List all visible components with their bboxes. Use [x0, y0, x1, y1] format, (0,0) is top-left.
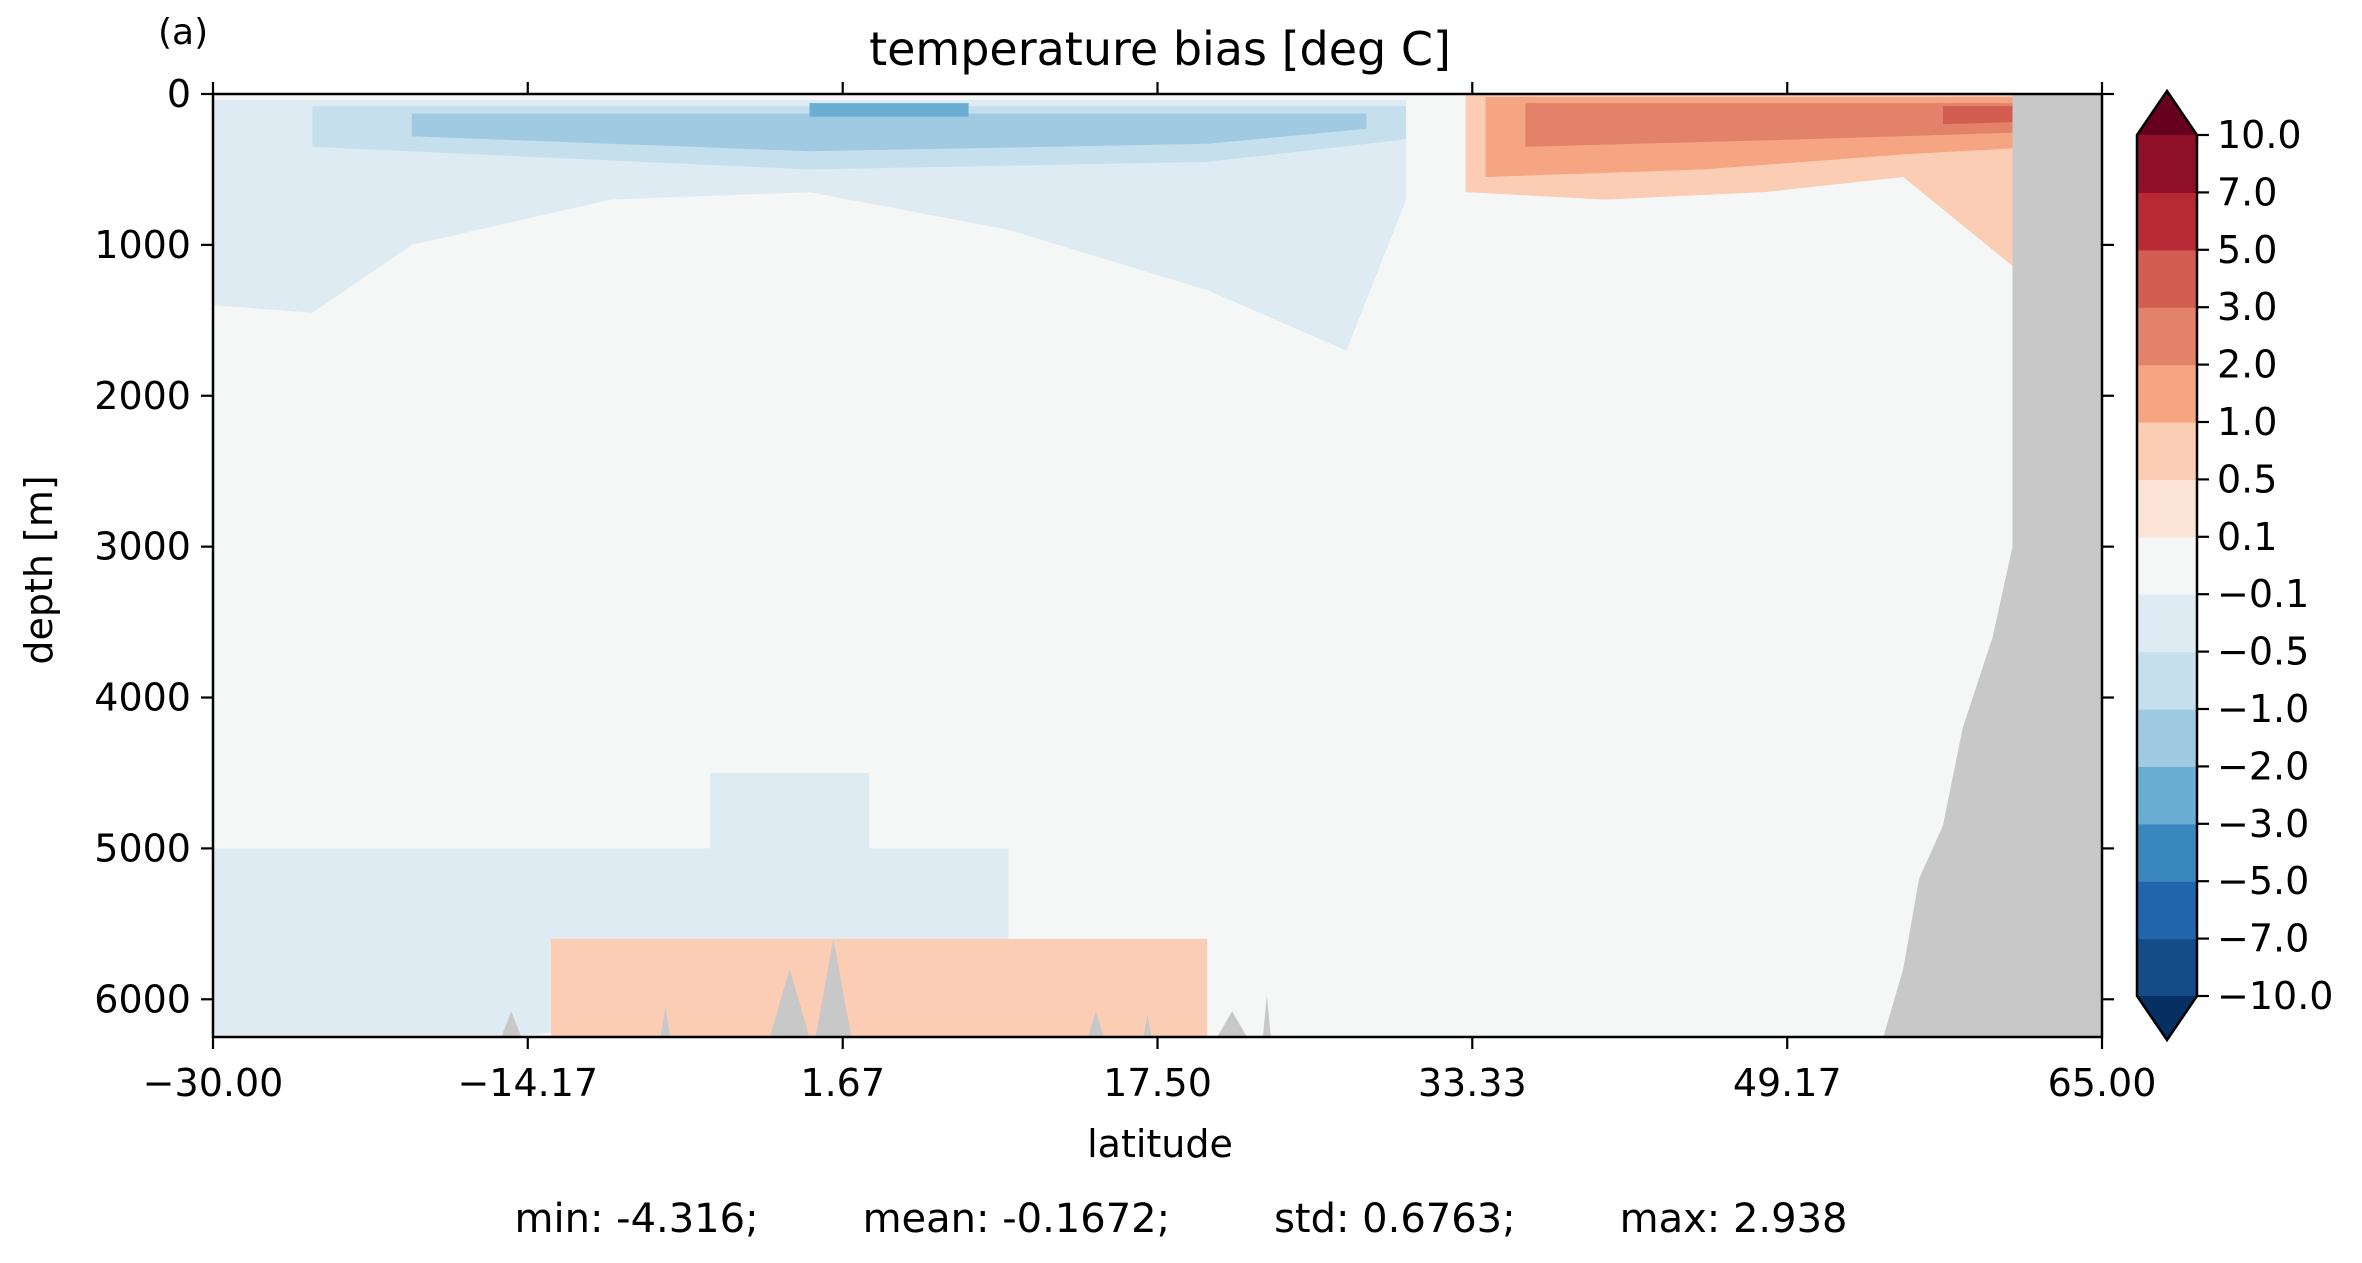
chart-title: temperature bias [deg C]: [869, 22, 1451, 76]
colorbar-tick-label: −1.0: [2217, 687, 2309, 731]
panel-label: (a): [158, 12, 208, 53]
x-axis-label: latitude: [1087, 1122, 1233, 1166]
bias-region-3: [809, 103, 969, 117]
colorbar-tick-label: 0.5: [2217, 457, 2277, 501]
colorbar-segment: [2137, 192, 2197, 251]
x-tick-label: 17.50: [1103, 1061, 1212, 1105]
colorbar-segment: [2137, 651, 2197, 710]
seafloor-mask-2: [769, 969, 810, 1037]
colorbar-tick-label: 0.1: [2217, 515, 2277, 559]
x-tick-label: −14.17: [457, 1061, 598, 1105]
colorbar-tick-label: −0.1: [2217, 572, 2309, 616]
colorbar-extend-low: [2137, 996, 2197, 1040]
y-tick-label: 3000: [94, 525, 191, 569]
colorbar-segment: [2137, 938, 2197, 997]
colorbar-segment: [2137, 881, 2197, 940]
bias-region-5: [710, 773, 870, 985]
y-tick-label: 6000: [94, 977, 191, 1021]
colorbar-segment: [2137, 422, 2197, 480]
colorbar-segment: [2137, 479, 2197, 538]
axes: −30.00 −14.17 1.67 17.50 33.33 49.17 65.00 0 100…: [94, 72, 2156, 1105]
colorbar-segment: [2137, 364, 2197, 423]
x-tick-label: 33.33: [1418, 1061, 1527, 1105]
bias-region-2: [411, 113, 1367, 152]
colorbar-tick-label: 3.0: [2217, 285, 2277, 329]
colorbar-tick-label: 10.0: [2217, 113, 2302, 157]
colorbar-tick-label: −0.5: [2217, 630, 2309, 674]
y-axis-label: depth [m]: [17, 475, 61, 664]
x-tick-label: 1.67: [800, 1061, 885, 1105]
colorbar-segment: [2137, 594, 2197, 653]
seafloor-mask-4: [1087, 1011, 1104, 1037]
colorbar-tick-label: −3.0: [2217, 802, 2309, 846]
colorbar-tick-label: 2.0: [2217, 343, 2277, 387]
plot-area: [213, 94, 2102, 1037]
seafloor-mask-5: [1143, 1014, 1152, 1037]
x-tick-label: 65.00: [2048, 1061, 2157, 1105]
colorbar-tick-label: −5.0: [2217, 859, 2309, 903]
colorbar: 10.0 7.0 5.0 3.0 2.0 1.0 0.5 0.1 −0.1 −0.5 −1.0 −2.…: [2135, 88, 2333, 1043]
seafloor-mask-0: [501, 1011, 522, 1037]
colorbar-extend-high: [2137, 91, 2197, 135]
colorbar-segment: [2137, 766, 2197, 825]
seafloor-mask-1: [660, 1006, 671, 1037]
stat-min: min: -4.316;: [514, 1196, 759, 1242]
colorbar-tick-label: 1.0: [2217, 400, 2277, 444]
seafloor-mask-3: [815, 938, 852, 1037]
colorbar-tick-label: −2.0: [2217, 744, 2309, 788]
colorbar-segment: [2137, 709, 2197, 767]
colorbar-segment: [2137, 135, 2197, 193]
colorbar-tick-label: −10.0: [2217, 974, 2333, 1018]
colorbar-tick-label: 7.0: [2217, 170, 2277, 214]
colorbar-segment: [2137, 823, 2197, 882]
y-tick-label: 2000: [94, 374, 191, 418]
stat-mean: mean: -0.1672;: [862, 1196, 1171, 1242]
colorbar-segment: [2137, 249, 2197, 308]
y-tick-label: 4000: [94, 676, 191, 720]
seafloor-mask-6: [1217, 1011, 1247, 1037]
colorbar-segment: [2137, 307, 2197, 366]
colorbar-tick-label: −7.0: [2217, 917, 2309, 961]
bias-region-8: [1525, 103, 2043, 147]
colorbar-segment: [2137, 536, 2197, 595]
bias-region-10: [551, 938, 1208, 1037]
seafloor-mask-7: [1262, 994, 1271, 1037]
y-tick-label: 1000: [94, 223, 191, 267]
x-tick-label: −30.00: [143, 1061, 284, 1105]
stat-std: std: 0.6763;: [1274, 1196, 1516, 1242]
y-tick-label: 5000: [94, 826, 191, 870]
summary-statistics: min: -4.316; mean: -0.1672; std: 0.6763; ma…: [0, 1196, 2362, 1242]
colorbar-tick-label: 5.0: [2217, 228, 2277, 272]
stat-max: max: 2.938: [1619, 1196, 1848, 1242]
x-tick-label: 49.17: [1733, 1061, 1842, 1105]
land-mask-east: [1883, 94, 2102, 1037]
y-tick-label: 0: [167, 72, 191, 116]
